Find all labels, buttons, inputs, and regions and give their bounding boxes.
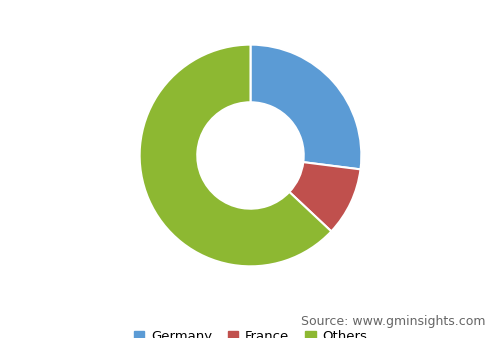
- Wedge shape: [140, 45, 331, 266]
- Text: Source: www.gminsights.com: Source: www.gminsights.com: [302, 315, 486, 328]
- Wedge shape: [250, 45, 361, 169]
- Legend: Germany, France, Others: Germany, France, Others: [129, 325, 372, 338]
- Wedge shape: [289, 162, 361, 232]
